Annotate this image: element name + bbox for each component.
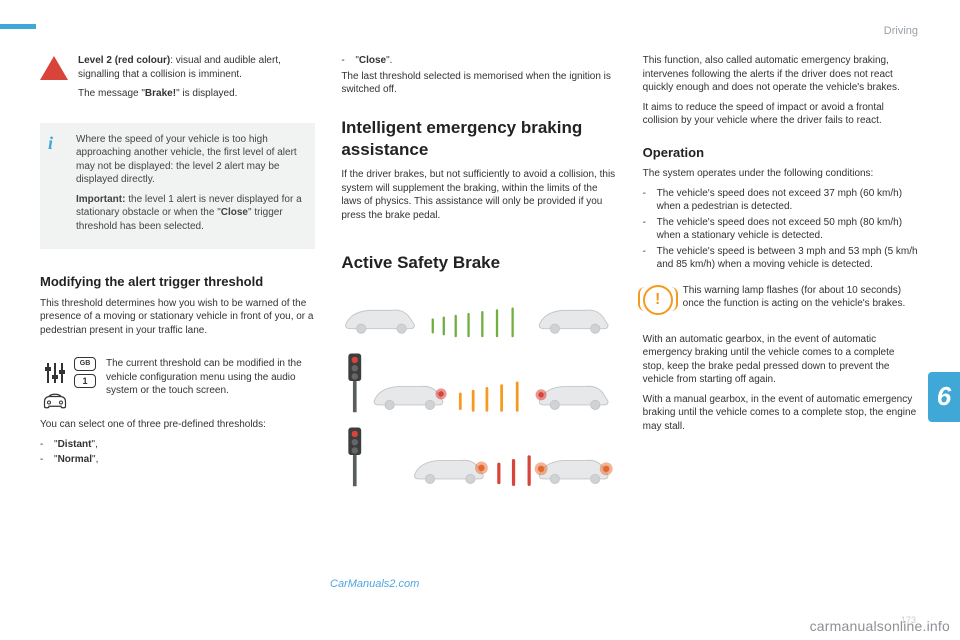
one-badge-icon: 1 — [74, 374, 96, 388]
operation-heading: Operation — [643, 144, 918, 162]
intro2-p: It aims to reduce the speed of impact or… — [643, 101, 918, 128]
level2-l2bold: Brake! — [145, 88, 176, 99]
cond-3: The vehicle's speed is between 3 mph and… — [657, 245, 918, 272]
sliders-icon — [40, 362, 70, 384]
cond-2: The vehicle's speed does not exceed 50 m… — [657, 216, 918, 243]
gb-badge-icon: GB — [74, 357, 96, 371]
info-t1: Where the speed of your vehicle is too h… — [76, 133, 303, 187]
footer-domain: carmanualsonline.info — [810, 617, 950, 636]
asb-diagram-far — [341, 281, 616, 340]
lamp-block: ! This warning lamp flashes (for about 1… — [643, 284, 918, 317]
cfg-text: The current threshold can be modified in… — [106, 357, 315, 398]
car-front-icon — [40, 392, 70, 410]
pre-thresholds: You can select one of three pre-defined … — [40, 418, 315, 432]
info-icon: i — [48, 131, 64, 147]
level2-title: Level 2 (red colour) — [78, 55, 170, 66]
modify-p: This threshold determines how you wish t… — [40, 297, 315, 338]
warning-triangle-icon — [40, 56, 68, 80]
info-t2bold: Close — [221, 207, 248, 218]
level2-l2b: " is displayed. — [176, 88, 237, 99]
header-section: Driving — [884, 24, 918, 39]
column-2: -"Close". The last threshold selected is… — [341, 54, 616, 612]
watermark: CarManuals2.com — [330, 577, 419, 592]
asb-diagram-close — [341, 422, 616, 488]
operation-p: The system operates under the following … — [643, 167, 918, 181]
opt-close: Close — [359, 55, 386, 66]
level2-text: Level 2 (red colour): visual and audible… — [78, 54, 315, 107]
ieba-p: If the driver brakes, but not sufficient… — [341, 168, 616, 222]
memo-p: The last threshold selected is memorised… — [341, 70, 616, 97]
modify-heading: Modifying the alert trigger threshold — [40, 273, 315, 291]
close-list: -"Close". — [341, 54, 616, 70]
opt-normal: Normal — [58, 454, 92, 465]
column-1: Level 2 (red colour): visual and audible… — [40, 54, 315, 612]
close-after: ". — [386, 55, 392, 66]
content-columns: Level 2 (red colour): visual and audible… — [40, 54, 918, 612]
chapter-tab: 6 — [928, 372, 960, 422]
accent-bar — [0, 24, 36, 29]
auto-p: With an automatic gearbox, in the event … — [643, 333, 918, 387]
info-imp: Important: — [76, 194, 125, 205]
cfg-icons: GB 1 — [40, 357, 96, 410]
cfg-block: GB 1 The current threshold can be modifi… — [40, 357, 315, 410]
threshold-list: -"Distant", -"Normal", — [40, 438, 315, 469]
ieba-heading: Intelligent emergency braking assistance — [341, 117, 616, 163]
brake-warning-lamp-icon: ! — [643, 285, 673, 315]
asb-heading: Active Safety Brake — [341, 252, 616, 275]
conditions-list: -The vehicle's speed does not exceed 37 … — [643, 187, 918, 274]
level2-block: Level 2 (red colour): visual and audible… — [40, 54, 315, 107]
intro-p: This function, also called automatic eme… — [643, 54, 918, 95]
cond-1: The vehicle's speed does not exceed 37 m… — [657, 187, 918, 214]
info-box: i Where the speed of your vehicle is too… — [40, 123, 315, 250]
page-number: 173 — [901, 614, 916, 626]
asb-diagram-mid — [341, 348, 616, 414]
opt-distant: Distant — [58, 439, 92, 450]
column-3: This function, also called automatic eme… — [643, 54, 918, 612]
level2-l2a: The message " — [78, 88, 145, 99]
man-p: With a manual gearbox, in the event of a… — [643, 393, 918, 434]
lamp-text: This warning lamp flashes (for about 10 … — [683, 284, 918, 311]
